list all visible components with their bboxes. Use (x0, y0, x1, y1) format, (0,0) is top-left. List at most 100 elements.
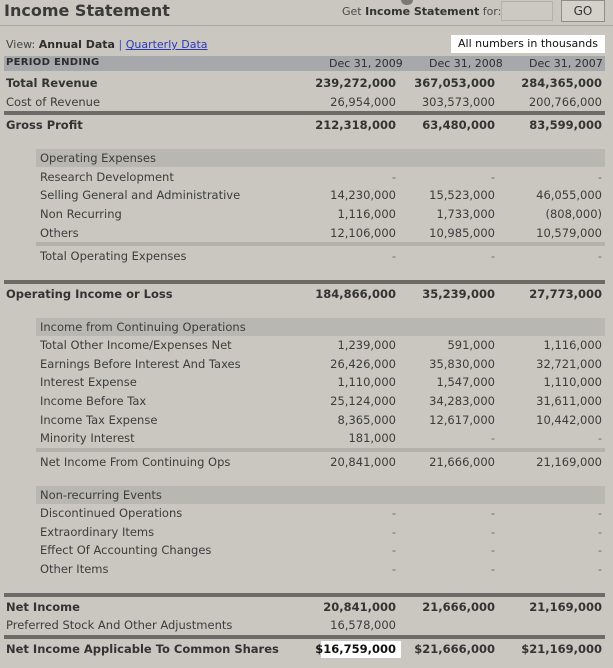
value-2007: 284,365,000 (521, 76, 602, 90)
quarterly-data-link[interactable]: Quarterly Data (125, 38, 208, 51)
subtotal-divider (36, 242, 605, 246)
value-2009: 184,866,000 (315, 287, 396, 301)
row-label: Effect Of Accounting Changes (40, 543, 212, 557)
table-row-interest-expense: Interest Expense 1,110,000 1,547,000 1,1… (4, 373, 605, 391)
value-2008: 21,666,000 (422, 600, 495, 614)
value-2009: 181,000 (348, 431, 396, 445)
value-2009: $16,759,000 (315, 642, 396, 656)
row-label: Research Development (40, 170, 174, 184)
value-2008: - (490, 249, 495, 263)
table-row-cost-of-revenue: Cost of Revenue 26,954,000 303,573,000 2… (4, 93, 605, 111)
table-row-net-income-continuing: Net Income From Continuing Ops 20,841,00… (4, 453, 605, 471)
section-heading-operating-expenses: Operating Expenses (36, 149, 605, 167)
value-2009: 8,365,000 (337, 413, 396, 427)
view-label: View: (6, 38, 36, 51)
value-2007: - (597, 562, 602, 576)
section-divider (4, 635, 605, 639)
title-divider (0, 25, 613, 26)
table-row-income-tax-expense: Income Tax Expense 8,365,000 12,617,000 … (4, 411, 605, 429)
value-2008: $21,666,000 (414, 642, 495, 656)
value-2009: 1,116,000 (337, 207, 396, 221)
row-label: Other Items (40, 562, 109, 576)
value-2007: 21,169,000 (536, 455, 602, 469)
table-row-extraordinary-items: Extraordinary Items - - - (4, 523, 605, 541)
value-2008: 34,283,000 (429, 394, 495, 408)
table-row-other-items: Other Items - - - (4, 560, 605, 578)
value-2008: 35,239,000 (422, 287, 495, 301)
row-label: Net Income (6, 600, 80, 614)
view-separator: | (118, 38, 123, 51)
value-2007: $21,169,000 (521, 642, 602, 656)
table-row-total-operating-expenses: Total Operating Expenses - - - (4, 247, 605, 265)
row-label: Selling General and Administrative (40, 188, 241, 202)
value-2008: 21,666,000 (429, 455, 495, 469)
value-2007: 31,611,000 (536, 394, 602, 408)
value-2008: - (490, 525, 495, 539)
value-2007: 1,116,000 (543, 338, 602, 352)
value-2007: 32,721,000 (536, 357, 602, 371)
row-label: Preferred Stock And Other Adjustments (6, 618, 233, 632)
value-2009: - (391, 562, 396, 576)
row-label: Cost of Revenue (6, 95, 101, 109)
get-suffix: for: (479, 5, 502, 18)
period-header-row: PERIOD ENDING Dec 31, 2009 Dec 31, 2008 … (4, 56, 605, 71)
scroll-knob-icon[interactable] (401, 0, 413, 5)
value-2007: 46,055,000 (536, 188, 602, 202)
subtotal-divider (36, 448, 605, 452)
section-heading-continuing-operations: Income from Continuing Operations (36, 318, 605, 336)
highlighted-value-background (321, 641, 401, 658)
value-2009: - (391, 506, 396, 520)
value-2009: 239,272,000 (315, 76, 396, 90)
value-2009: 1,239,000 (337, 338, 396, 352)
symbol-lookup-label: Get Income Statement for: (342, 5, 501, 18)
value-2007: - (597, 170, 602, 184)
value-2009: 1,110,000 (337, 375, 396, 389)
row-label: Income Tax Expense (40, 413, 158, 427)
get-prefix: Get (342, 5, 366, 18)
value-2008: 303,573,000 (421, 95, 495, 109)
value-2007: - (597, 525, 602, 539)
value-2009: 14,230,000 (330, 188, 396, 202)
value-2008: - (490, 562, 495, 576)
table-row-net-income-common: Net Income Applicable To Common Shares $… (4, 640, 605, 658)
table-row-discontinued-operations: Discontinued Operations - - - (4, 504, 605, 522)
row-label: Income from Continuing Operations (40, 320, 246, 334)
period-2009: Dec 31, 2009 (329, 57, 403, 70)
value-2007: - (597, 543, 602, 557)
value-2008: 1,733,000 (436, 207, 495, 221)
period-2008: Dec 31, 2008 (429, 57, 503, 70)
value-2007: 10,442,000 (536, 413, 602, 427)
title-bar: Income Statement Get Income Statement fo… (0, 0, 613, 26)
row-label: Interest Expense (40, 375, 137, 389)
table-row-gross-profit: Gross Profit 212,318,000 63,480,000 83,5… (4, 116, 605, 134)
table-row-income-before-tax: Income Before Tax 25,124,000 34,283,000 … (4, 392, 605, 410)
value-2008: 63,480,000 (422, 118, 495, 132)
table-row-others: Others 12,106,000 10,985,000 10,579,000 (4, 224, 605, 242)
value-2007: (808,000) (545, 207, 602, 221)
table-row-ebit: Earnings Before Interest And Taxes 26,42… (4, 355, 605, 373)
value-2008: - (490, 431, 495, 445)
value-2007: 200,766,000 (528, 95, 602, 109)
section-divider (4, 111, 605, 115)
value-2008: 10,985,000 (429, 226, 495, 240)
row-label: Extraordinary Items (40, 525, 155, 539)
row-label: Net Income From Continuing Ops (40, 455, 231, 469)
section-heading-non-recurring-events: Non-recurring Events (36, 486, 605, 504)
symbol-input[interactable] (501, 1, 553, 21)
value-2009: 12,106,000 (330, 226, 396, 240)
row-label: Net Income Applicable To Common Shares (6, 642, 279, 656)
value-2009: 20,841,000 (330, 455, 396, 469)
value-2007: 21,169,000 (529, 600, 602, 614)
value-2007: 1,110,000 (543, 375, 602, 389)
value-2009: - (391, 170, 396, 184)
row-label: Earnings Before Interest And Taxes (40, 357, 241, 371)
go-button[interactable]: GO (561, 0, 605, 22)
value-2007: 83,599,000 (529, 118, 602, 132)
value-2009: 212,318,000 (315, 118, 396, 132)
row-label: Non Recurring (40, 207, 122, 221)
value-2007: - (597, 506, 602, 520)
row-label: Gross Profit (6, 118, 83, 132)
row-label: Others (40, 226, 79, 240)
get-statement-name: Income Statement (365, 5, 480, 18)
